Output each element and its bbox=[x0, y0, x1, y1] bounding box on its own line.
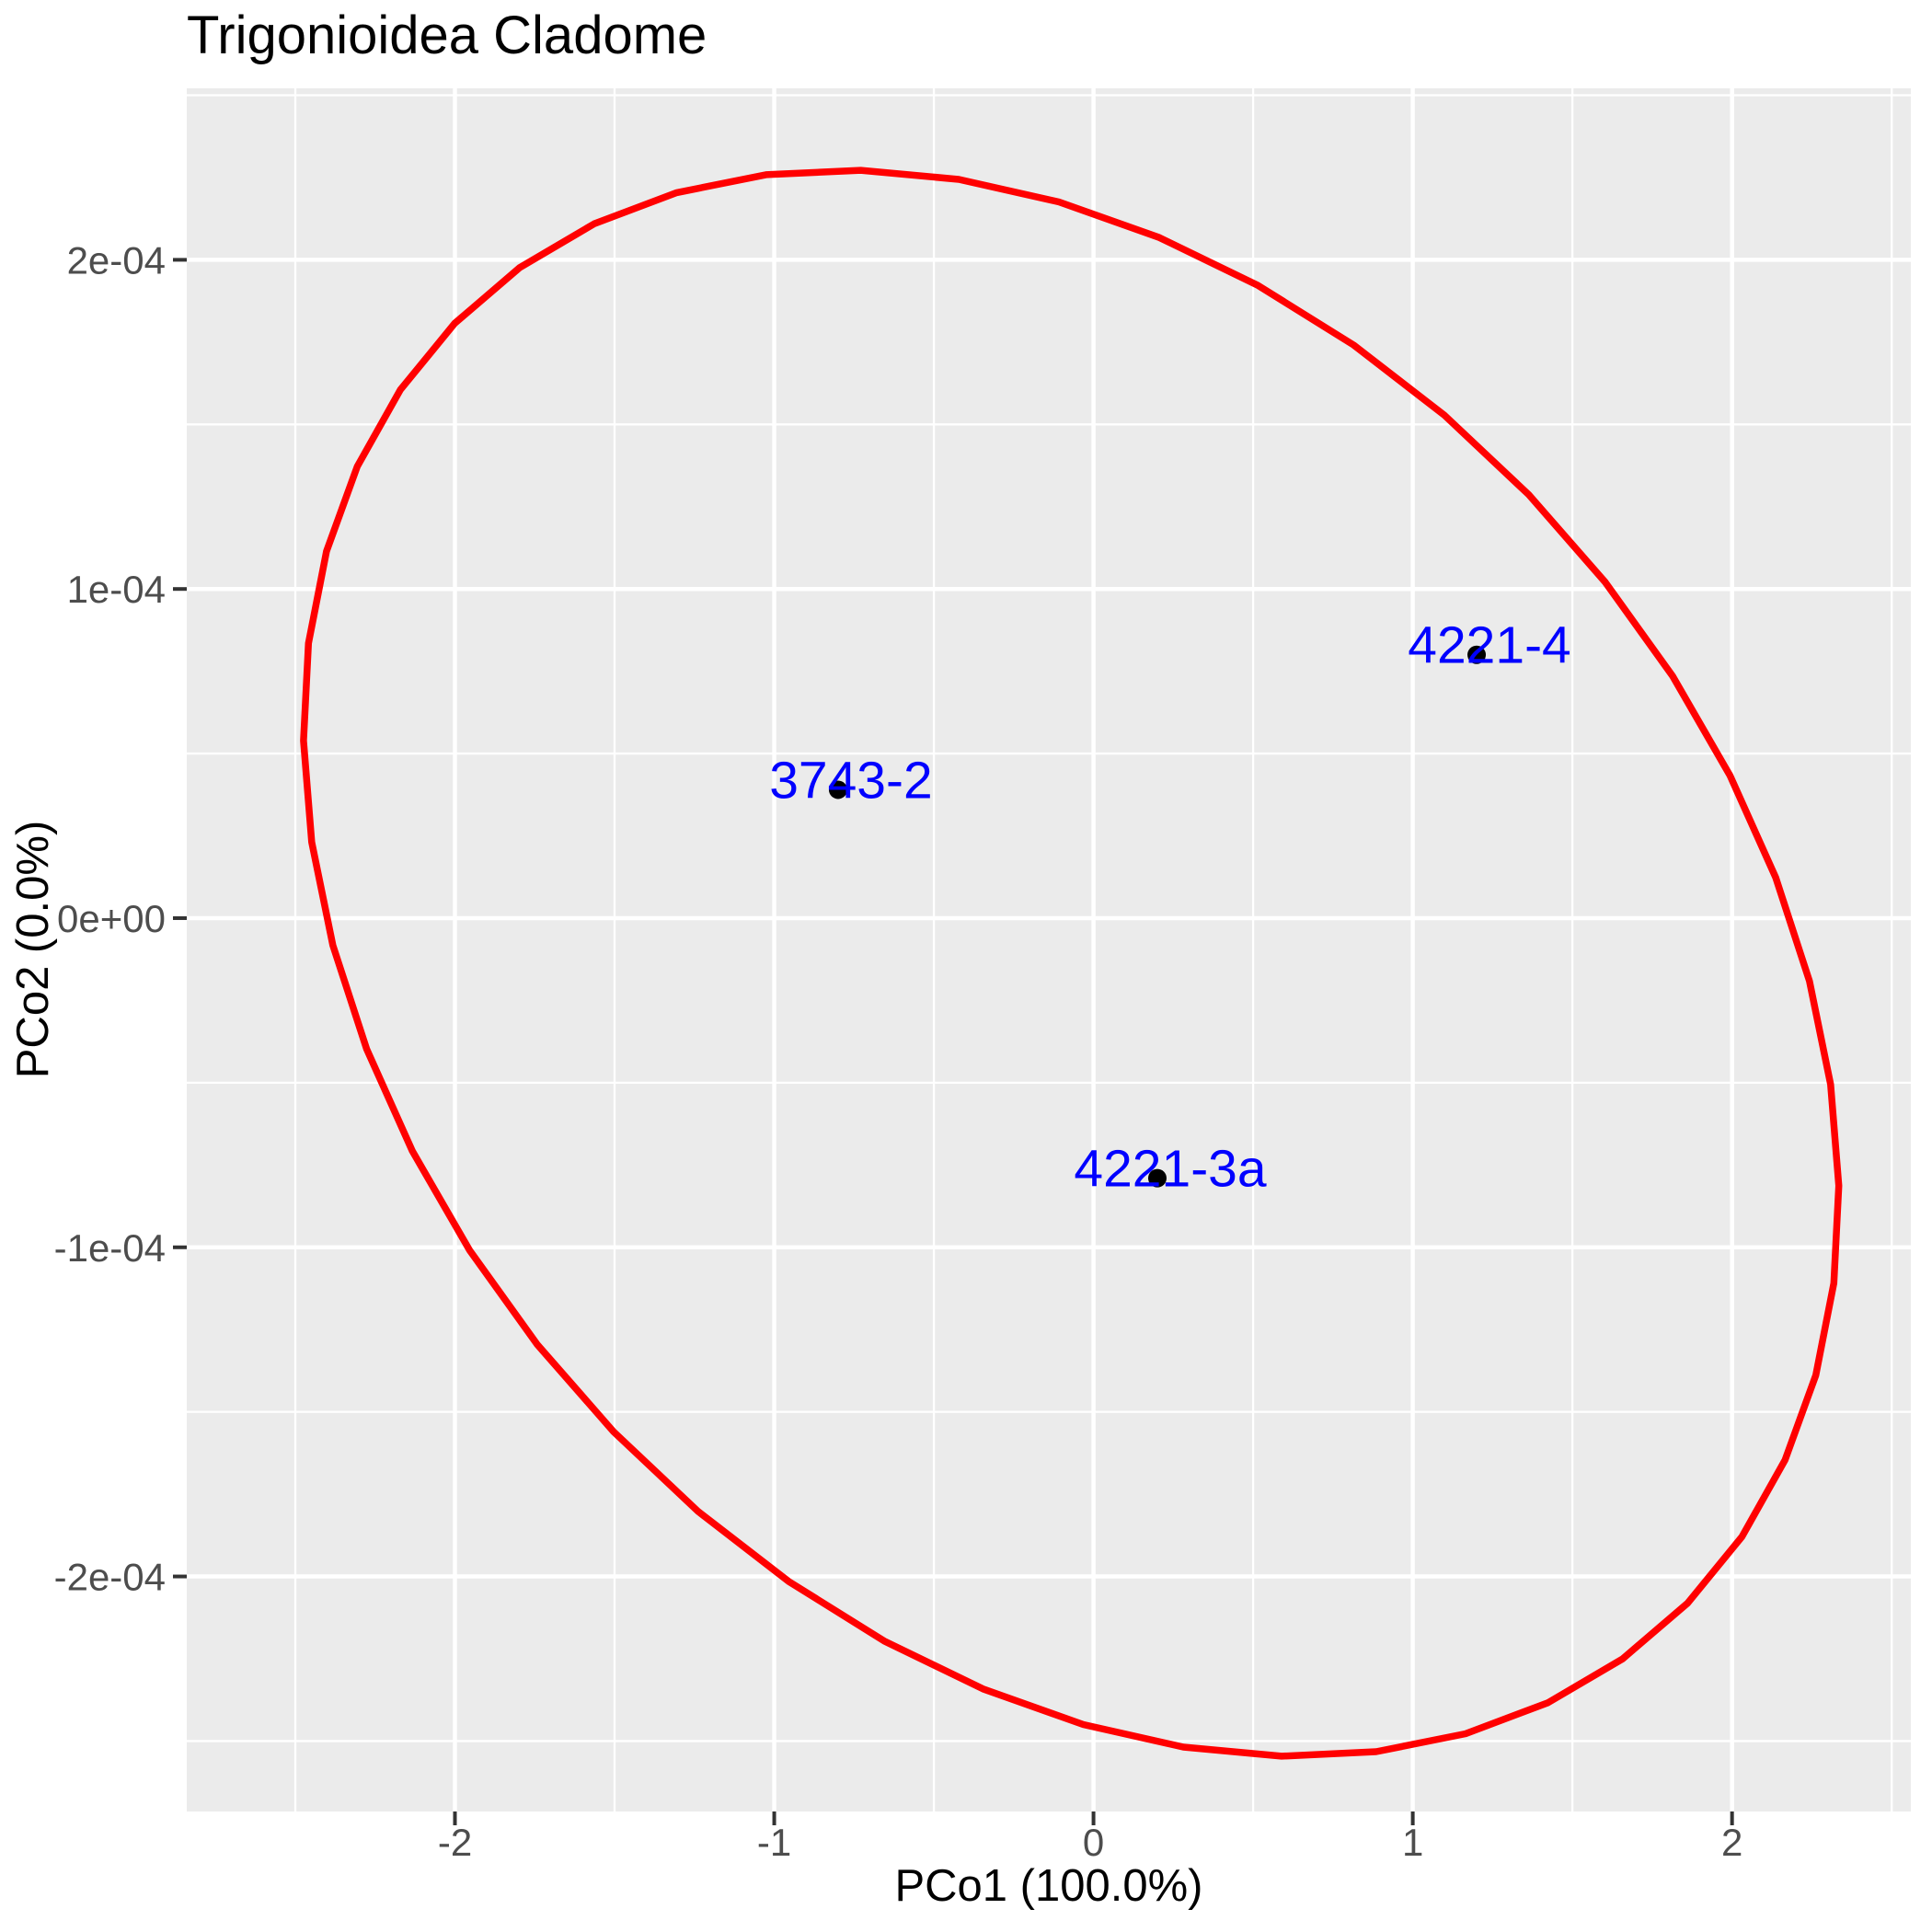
plot-panel bbox=[187, 88, 1911, 1811]
gridlines-major bbox=[187, 88, 1911, 1811]
x-axis-title: PCo1 (100.0%) bbox=[894, 1861, 1202, 1911]
x-tick-label: 2 bbox=[1721, 1821, 1742, 1864]
y-tick-label: 2e-04 bbox=[67, 238, 166, 282]
y-tick-label: -2e-04 bbox=[54, 1556, 166, 1599]
data-point bbox=[1467, 645, 1487, 664]
x-tick-label: 0 bbox=[1083, 1821, 1104, 1864]
axis-ticks-layer bbox=[173, 258, 1734, 1825]
y-tick-label: -1e-04 bbox=[54, 1226, 166, 1270]
x-tick-label: -2 bbox=[438, 1821, 472, 1864]
y-tick-label: 0e+00 bbox=[57, 897, 166, 940]
data-point bbox=[1147, 1168, 1167, 1188]
gridlines-minor bbox=[187, 88, 1911, 1811]
confidence-ellipse-layer bbox=[300, 167, 1843, 1760]
point-labels-layer: 3743-2 4221-4 4221-3a bbox=[769, 616, 1571, 1199]
x-tick-label: 1 bbox=[1402, 1821, 1423, 1864]
point-label: 4221-3a bbox=[1074, 1140, 1266, 1199]
point-label: 3743-2 bbox=[769, 751, 933, 810]
point-label: 4221-4 bbox=[1408, 616, 1571, 675]
data-point bbox=[828, 780, 847, 799]
x-tick-label: -1 bbox=[757, 1821, 791, 1864]
y-tick-label: 1e-04 bbox=[67, 568, 166, 611]
chart-title: Trigonioidea Cladome bbox=[187, 6, 707, 65]
confidence-ellipse bbox=[300, 167, 1843, 1760]
y-axis-title: PCo2 (0.0%) bbox=[8, 821, 58, 1079]
data-points-layer bbox=[828, 645, 1487, 1188]
axis-tick-labels-layer: -2 -1 0 1 2 2e-04 1e-04 0e+00 -1e-04 -2e-04 bbox=[54, 238, 1743, 1864]
